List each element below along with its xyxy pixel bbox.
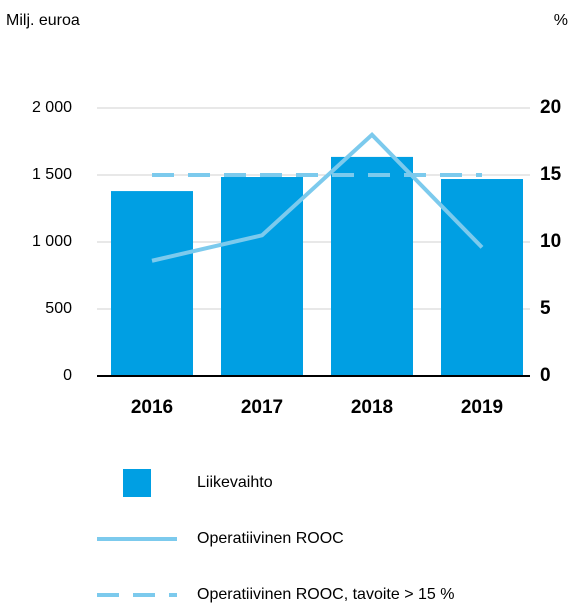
- legend-label: Operatiivinen ROOC, tavoite > 15 %: [197, 586, 454, 603]
- bar: [111, 191, 193, 376]
- y-axis-label: Milj. euroa: [6, 12, 80, 29]
- bar: [331, 156, 413, 376]
- line: [151, 132, 484, 263]
- x-tick-label: 2018: [351, 397, 393, 418]
- bar: [441, 179, 523, 376]
- legend-label: Liikevaihto: [197, 474, 273, 491]
- y2-tick-label: 10: [540, 231, 561, 252]
- y2-tick-label: 15: [540, 164, 562, 185]
- y-tick-label: 500: [45, 300, 72, 317]
- y-tick-label: 1 000: [32, 233, 72, 250]
- y2-tick-label: 0: [540, 365, 551, 386]
- y-tick-label: 0: [63, 367, 72, 384]
- y-tick-label: 2 000: [32, 99, 72, 116]
- y-tick-label: 1 500: [32, 166, 72, 183]
- y2-tick-label: 5: [540, 298, 551, 319]
- y2-tick-label: 20: [540, 97, 561, 118]
- legend-swatch: [123, 469, 151, 497]
- x-tick-label: 2016: [131, 397, 173, 418]
- x-tick-label: 2017: [241, 397, 283, 418]
- x-tick-label: 2019: [461, 397, 503, 418]
- y2-axis-label: %: [554, 12, 568, 29]
- legend-label: Operatiivinen ROOC: [197, 530, 344, 547]
